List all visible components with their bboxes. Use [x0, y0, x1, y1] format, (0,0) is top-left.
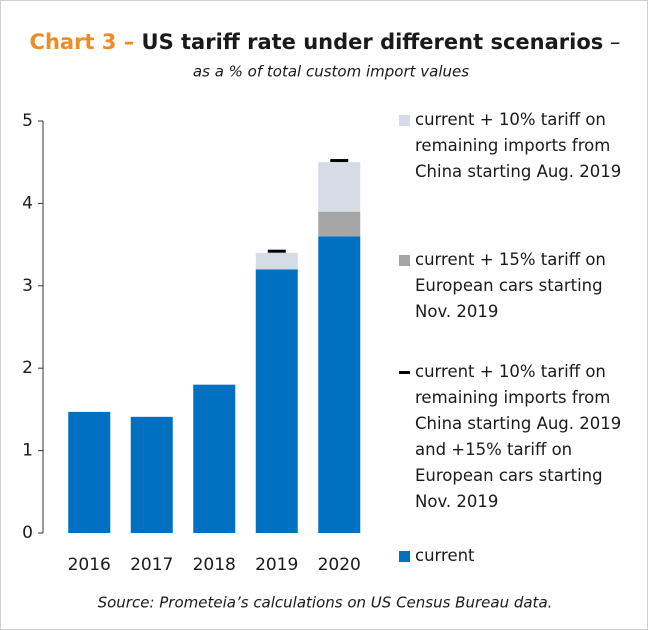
- chart-title-group: Chart 3 – US tariff rate under different…: [30, 30, 621, 54]
- bar-segment: [318, 211, 361, 237]
- bar-segment: [255, 252, 298, 270]
- bar-segment: [193, 384, 236, 533]
- chart-subtitle: as a % of total custom import values: [193, 63, 469, 81]
- legend-label: current + 15% tariff on European cars st…: [415, 250, 606, 321]
- bar-segment: [130, 416, 173, 533]
- y-tick-label: 5: [22, 111, 33, 131]
- bar-segment: [318, 236, 361, 534]
- bar-segment: [255, 269, 298, 533]
- bar-segment: [318, 162, 361, 212]
- legend-swatch: [399, 115, 410, 126]
- y-tick-label: 1: [22, 441, 33, 461]
- legend-swatch: [399, 551, 410, 562]
- x-tick-label: 2016: [68, 555, 111, 575]
- x-tick-label: 2018: [193, 555, 236, 575]
- legend-swatch: [399, 255, 410, 266]
- legend-label: current + 10% tariff on remaining import…: [415, 362, 622, 511]
- y-tick-label: 2: [22, 358, 33, 378]
- x-tick-label: 2019: [255, 555, 298, 575]
- y-tick-label: 0: [22, 523, 33, 543]
- y-tick-label: 4: [22, 193, 33, 213]
- marker: [267, 249, 286, 253]
- marker: [330, 159, 349, 163]
- chart-title-prefix: Chart 3 –: [30, 30, 142, 54]
- source-note: Source: Prometeia’s calculations on US C…: [98, 594, 553, 612]
- chart-title-suffix: –: [603, 30, 620, 54]
- y-tick-label: 3: [22, 276, 33, 296]
- x-tick-label: 2017: [130, 555, 173, 575]
- legend-swatch: [399, 371, 410, 374]
- legend-label: current + 10% tariff on remaining import…: [415, 110, 622, 181]
- chart-title: US tariff rate under different scenarios: [142, 30, 604, 54]
- bar-segment: [68, 411, 111, 533]
- x-tick-label: 2020: [318, 555, 361, 575]
- legend-label: current: [415, 546, 475, 565]
